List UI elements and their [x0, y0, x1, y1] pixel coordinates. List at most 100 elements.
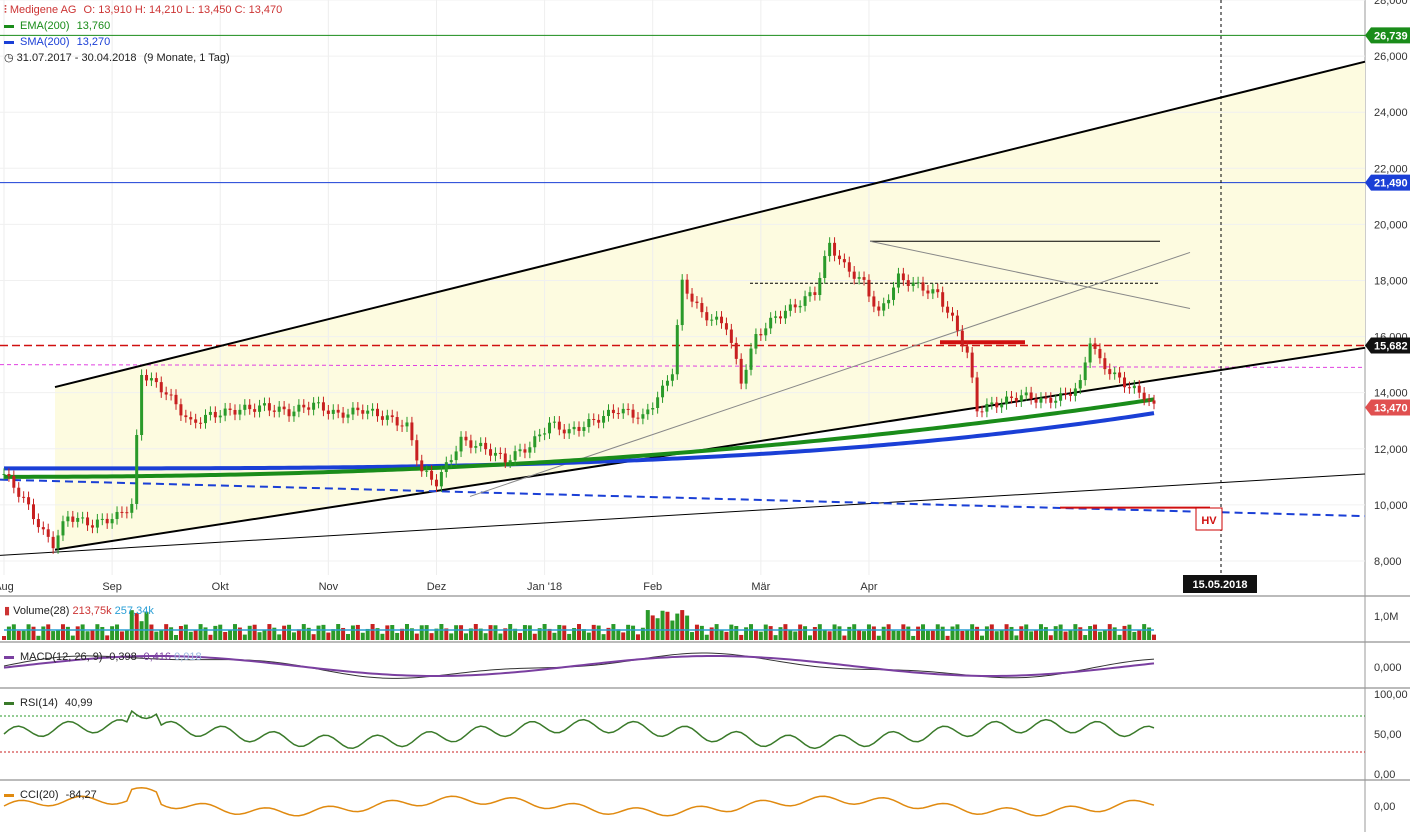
candle-body	[833, 242, 837, 256]
candle-body	[135, 435, 139, 504]
volume-bar	[979, 635, 984, 640]
x-tick-label: Nov	[319, 581, 339, 593]
volume-bar	[174, 634, 179, 640]
volume-bar	[734, 625, 739, 640]
candle-body	[837, 255, 841, 260]
volume-bar	[242, 634, 247, 640]
volume-bar	[724, 631, 729, 640]
candle-body	[592, 418, 596, 420]
rsi-y-label: 50,00	[1374, 729, 1402, 741]
rsi-swatch-icon	[4, 701, 14, 705]
volume-bar	[75, 626, 80, 640]
volume-bar	[837, 626, 842, 640]
candle-body	[66, 516, 70, 522]
volume-bar	[635, 634, 640, 640]
macd-swatch-icon	[4, 655, 14, 659]
candle-body	[1054, 400, 1058, 403]
candle-body	[307, 407, 311, 410]
volume-bar	[739, 634, 744, 640]
candle-body	[606, 409, 610, 417]
volume-bar	[768, 626, 773, 640]
candle-body	[906, 280, 910, 287]
volume-bar	[1038, 624, 1043, 640]
candle-body	[218, 415, 222, 418]
volume-bar	[1083, 635, 1088, 640]
candle-body	[149, 378, 153, 381]
badge-text: 13,470	[1374, 403, 1408, 415]
candle-body	[513, 451, 517, 461]
volume-bar	[606, 627, 611, 640]
candle-body	[567, 429, 571, 434]
candle-body	[1073, 388, 1077, 396]
ema200-line	[4, 397, 1155, 479]
candle-body	[636, 417, 640, 419]
candle-body	[518, 449, 522, 452]
candle-body	[194, 419, 198, 423]
candle-body	[685, 279, 689, 294]
y-tick-label: 24,000	[1374, 107, 1408, 119]
ema-swatch-icon	[4, 24, 14, 28]
candle-body	[346, 414, 350, 418]
candle-body	[56, 535, 60, 549]
candle-body	[965, 346, 969, 353]
cci-swatch-icon	[4, 793, 14, 797]
volume-bar	[434, 628, 439, 640]
macd-signal-line	[3, 655, 1155, 678]
macd-value-1: -0,398	[105, 651, 137, 663]
volume-bar	[321, 624, 326, 640]
cci-y-label: 0,00	[1374, 801, 1395, 813]
cci-legend: CCI(20) -84,27	[4, 787, 97, 803]
volume-bar	[498, 633, 503, 640]
candle-body	[921, 282, 925, 291]
volume-bar	[1004, 624, 1009, 640]
candle-body	[400, 425, 404, 427]
volume-bar	[488, 625, 493, 640]
candle-body	[670, 374, 674, 381]
candle-body	[474, 446, 478, 448]
volume-bar	[459, 625, 464, 640]
volume-bar	[778, 627, 783, 640]
volume-legend: ▮ Volume(28) 213,75k 257,34k	[4, 603, 154, 619]
volume-bar	[685, 615, 690, 640]
panel-bg	[0, 781, 1365, 832]
candle-body	[120, 511, 124, 513]
candle-body	[769, 317, 773, 329]
volume-bar	[1117, 634, 1122, 640]
candle-body	[1137, 385, 1141, 393]
candle-body	[1000, 404, 1004, 408]
volume-bar	[984, 626, 989, 640]
volume-value-2: 257,34k	[114, 605, 154, 617]
candle-body	[808, 292, 812, 297]
candle-body	[1118, 372, 1122, 378]
volume-bar	[994, 631, 999, 640]
volume-bar	[419, 625, 424, 640]
volume-bar	[763, 624, 768, 640]
volume-bar	[680, 610, 685, 640]
ema-label: EMA(200)	[20, 20, 70, 32]
candle-body	[439, 471, 443, 487]
candle-body	[484, 442, 488, 450]
volume-bar	[228, 629, 233, 640]
volume-bar	[218, 624, 223, 640]
candle-body	[405, 422, 409, 427]
candle-body	[243, 404, 247, 410]
volume-bar	[616, 629, 621, 640]
candle-body	[71, 516, 75, 522]
date-badge-bg	[1183, 575, 1257, 593]
volume-bar	[1068, 630, 1073, 640]
volume-bar	[852, 624, 857, 640]
candle-icon: ⫶	[4, 4, 7, 16]
candle-body	[277, 406, 281, 412]
ema-top-badge: 26,739	[1365, 27, 1410, 44]
candle-body	[321, 402, 325, 411]
volume-bar	[807, 635, 812, 640]
candle-body	[356, 407, 360, 411]
candle-body	[754, 334, 758, 349]
candle-body	[361, 410, 365, 414]
candle-body	[100, 518, 104, 520]
candle-body	[1059, 393, 1063, 401]
volume-bar	[906, 626, 911, 640]
volume-bar	[1053, 626, 1058, 640]
volume-bar	[690, 632, 695, 640]
